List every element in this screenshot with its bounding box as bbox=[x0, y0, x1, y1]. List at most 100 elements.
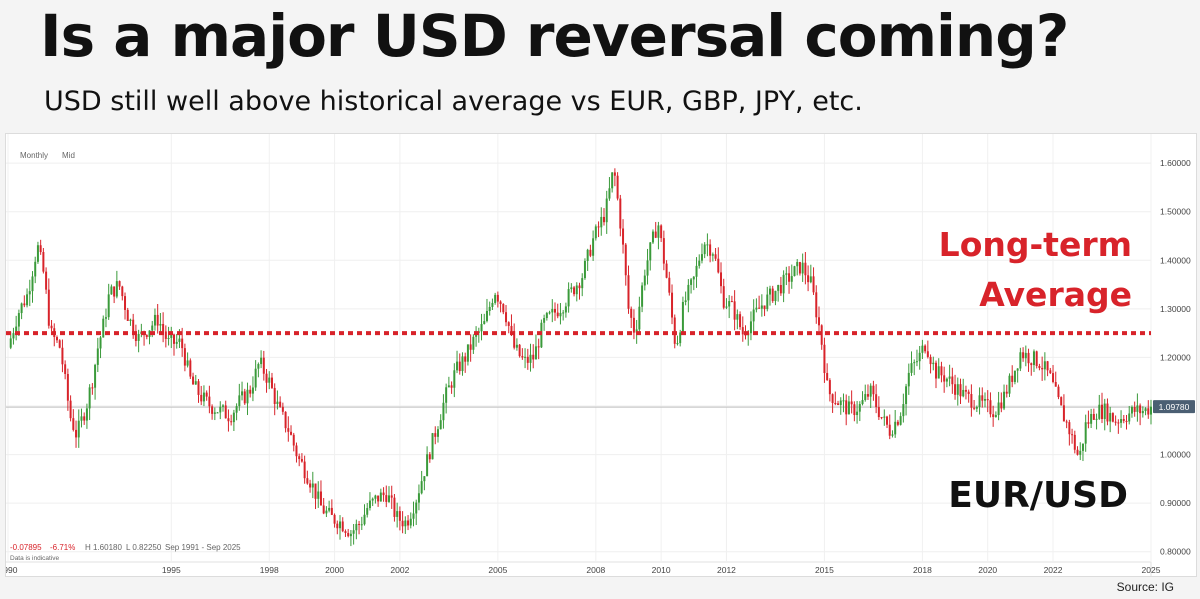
candle-body bbox=[349, 533, 352, 537]
candle-body bbox=[219, 406, 222, 413]
candle-body bbox=[1128, 413, 1131, 422]
candle-body bbox=[178, 338, 181, 342]
candle-body bbox=[1141, 411, 1144, 414]
candle-body bbox=[20, 303, 23, 314]
candle-body bbox=[703, 244, 706, 255]
x-tick-label: 2012 bbox=[717, 565, 736, 575]
candle-body bbox=[1084, 422, 1087, 444]
stats-bar: -0.07895 -6.71% H 1.60180 L 0.82250 Sep … bbox=[10, 543, 241, 562]
candle-body bbox=[994, 415, 997, 417]
candle-body bbox=[940, 366, 943, 376]
candle-body bbox=[779, 285, 782, 294]
price-type-label[interactable]: Mid bbox=[62, 151, 75, 160]
candle-body bbox=[1114, 421, 1117, 423]
x-tick-label: 1998 bbox=[260, 565, 279, 575]
candle-body bbox=[268, 377, 271, 383]
candle-body bbox=[322, 505, 325, 514]
candle-body bbox=[929, 356, 932, 365]
candle-body bbox=[415, 502, 418, 514]
candle-body bbox=[847, 401, 850, 415]
candle-body bbox=[235, 406, 238, 413]
candle-body bbox=[660, 225, 663, 239]
candle-body bbox=[608, 188, 611, 199]
candle-body bbox=[526, 356, 529, 363]
candle-body bbox=[983, 399, 986, 401]
candle-body bbox=[583, 260, 586, 279]
candle-body bbox=[997, 402, 1000, 416]
candle-body bbox=[420, 481, 423, 494]
candle-body bbox=[736, 314, 739, 320]
candle-body bbox=[578, 285, 581, 289]
stat-range: Sep 1991 - Sep 2025 bbox=[165, 543, 241, 552]
stat-note: Data is indicative bbox=[10, 555, 60, 562]
candle-body bbox=[69, 400, 72, 419]
chart-panel[interactable]: 1.600001.500001.400001.300001.200001.100… bbox=[5, 133, 1197, 577]
candle-body bbox=[690, 279, 693, 285]
candle-body bbox=[1035, 351, 1038, 367]
y-tick-label: 1.00000 bbox=[1160, 450, 1191, 460]
candle-body bbox=[134, 333, 137, 341]
candle-body bbox=[221, 405, 224, 407]
candle-body bbox=[183, 348, 186, 366]
candle-body bbox=[352, 530, 355, 534]
candle-body bbox=[826, 373, 829, 381]
candle-body bbox=[880, 417, 883, 419]
x-tick-label: 2015 bbox=[815, 565, 834, 575]
candle-body bbox=[1150, 406, 1152, 415]
candle-body bbox=[153, 314, 156, 326]
candle-body bbox=[407, 520, 410, 526]
candle-body bbox=[347, 532, 350, 537]
candle-body bbox=[505, 312, 508, 323]
candle-body bbox=[888, 424, 891, 436]
candle-body bbox=[368, 500, 371, 509]
candle-body bbox=[336, 523, 339, 529]
candle-body bbox=[344, 531, 347, 533]
candle-body bbox=[137, 333, 140, 341]
y-tick-label: 1.40000 bbox=[1160, 255, 1191, 265]
candle-body bbox=[809, 276, 812, 283]
x-tick-label: 2005 bbox=[488, 565, 507, 575]
candle-body bbox=[613, 172, 616, 176]
candle-body bbox=[431, 433, 434, 460]
candle-body bbox=[956, 384, 959, 395]
candle-body bbox=[668, 277, 671, 293]
candle-body bbox=[189, 360, 192, 377]
candle-body bbox=[200, 394, 203, 402]
candle-body bbox=[94, 364, 97, 388]
candle-body bbox=[1092, 413, 1095, 420]
candle-body bbox=[396, 511, 399, 517]
candle-body bbox=[186, 360, 189, 366]
candle-body bbox=[1057, 386, 1060, 398]
candle-body bbox=[730, 301, 733, 303]
candle-body bbox=[515, 344, 518, 348]
candle-body bbox=[543, 318, 546, 323]
candle-body bbox=[328, 507, 331, 511]
candle-body bbox=[300, 459, 303, 462]
candle-body bbox=[758, 307, 761, 309]
candle-body bbox=[902, 404, 905, 417]
eurusd-chart[interactable]: 1.600001.500001.400001.300001.200001.100… bbox=[6, 134, 1196, 576]
y-tick-label: 0.90000 bbox=[1160, 498, 1191, 508]
candle-body bbox=[1065, 421, 1068, 423]
candle-body bbox=[739, 314, 742, 328]
candle-body bbox=[50, 325, 53, 329]
candle-body bbox=[156, 314, 159, 326]
candle-body bbox=[954, 384, 957, 395]
candle-body bbox=[447, 385, 450, 388]
candle-body bbox=[1122, 419, 1125, 421]
candle-body bbox=[562, 312, 565, 314]
candle-body bbox=[1098, 404, 1101, 419]
candle-body bbox=[453, 370, 456, 388]
candle-body bbox=[951, 376, 954, 385]
candle-body bbox=[279, 401, 282, 407]
candle-body bbox=[883, 416, 886, 418]
candle-body bbox=[472, 336, 475, 350]
candle-body bbox=[1120, 419, 1123, 423]
interval-label[interactable]: Monthly bbox=[20, 151, 48, 160]
candle-body bbox=[1054, 381, 1057, 387]
candle-body bbox=[866, 394, 869, 397]
candle-body bbox=[417, 493, 420, 503]
candle-body bbox=[434, 433, 437, 437]
candle-body bbox=[1060, 397, 1063, 406]
candle-body bbox=[382, 492, 385, 496]
